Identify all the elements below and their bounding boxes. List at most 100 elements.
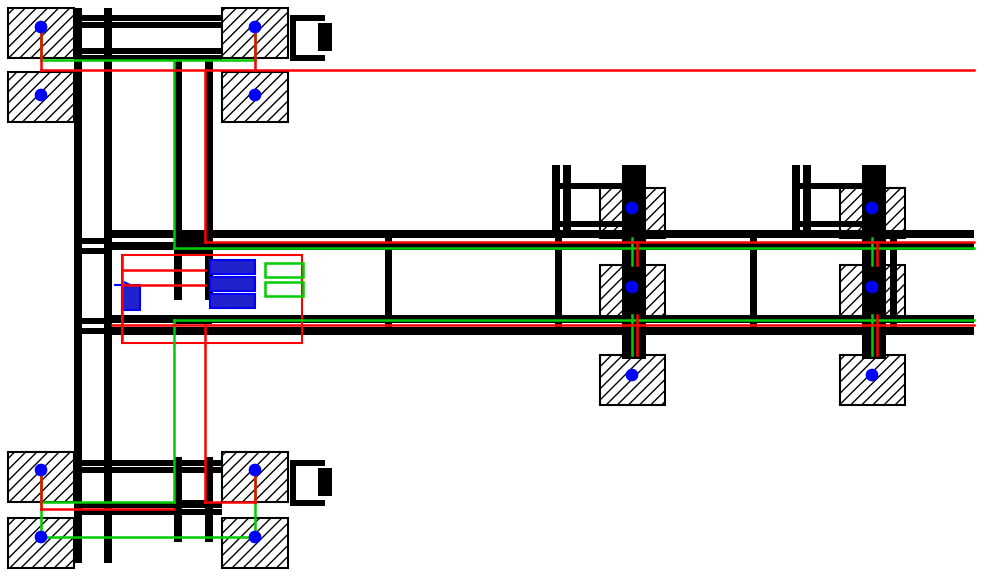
Bar — [222, 8, 288, 58]
Bar — [791, 221, 869, 227]
Bar — [74, 238, 111, 244]
Bar — [74, 22, 222, 28]
Bar — [174, 328, 212, 334]
Bar — [562, 165, 571, 237]
Bar — [749, 230, 756, 335]
Bar — [104, 8, 111, 563]
Bar — [264, 263, 303, 277]
Bar — [222, 72, 288, 122]
Bar — [222, 518, 288, 568]
Bar — [861, 327, 885, 359]
Bar — [290, 55, 324, 61]
Bar — [839, 265, 904, 317]
Circle shape — [249, 532, 260, 543]
Bar — [621, 238, 646, 333]
Bar — [551, 165, 559, 237]
Bar — [174, 248, 212, 254]
Bar — [205, 55, 213, 300]
Bar — [74, 460, 222, 466]
Bar — [861, 165, 885, 237]
Circle shape — [35, 22, 46, 32]
Circle shape — [626, 370, 637, 380]
Bar — [205, 457, 213, 542]
Bar — [290, 500, 324, 506]
Circle shape — [249, 465, 260, 475]
Bar — [74, 8, 82, 563]
Bar — [8, 452, 74, 502]
Bar — [803, 165, 810, 237]
Circle shape — [35, 90, 46, 101]
Bar — [599, 355, 665, 405]
Bar — [111, 327, 973, 335]
Bar — [122, 285, 140, 310]
Bar — [74, 318, 111, 324]
Bar — [74, 328, 111, 334]
Circle shape — [866, 370, 877, 380]
Bar — [210, 277, 254, 291]
Circle shape — [866, 281, 877, 292]
Circle shape — [249, 90, 260, 101]
Bar — [174, 238, 212, 244]
Bar — [264, 282, 303, 296]
Bar — [74, 15, 222, 21]
Bar — [551, 221, 629, 227]
Bar — [8, 8, 74, 58]
Bar — [210, 260, 254, 274]
Bar — [290, 460, 324, 466]
Bar — [839, 188, 904, 238]
Bar — [554, 230, 561, 335]
Circle shape — [626, 203, 637, 213]
Circle shape — [35, 465, 46, 475]
Bar — [551, 183, 629, 189]
Bar — [74, 502, 222, 508]
Circle shape — [249, 22, 260, 32]
Circle shape — [866, 281, 877, 292]
Circle shape — [35, 465, 46, 475]
Bar — [385, 230, 391, 335]
Bar — [599, 265, 665, 317]
Circle shape — [249, 532, 260, 543]
Bar — [889, 230, 896, 335]
Bar — [290, 460, 296, 506]
Bar — [290, 15, 296, 61]
Bar — [74, 248, 111, 254]
Circle shape — [35, 532, 46, 543]
Bar — [317, 468, 331, 496]
Circle shape — [866, 203, 877, 213]
Bar — [8, 72, 74, 122]
Circle shape — [866, 203, 877, 213]
Circle shape — [249, 90, 260, 101]
Bar — [599, 188, 665, 238]
Bar — [222, 452, 288, 502]
Bar — [839, 355, 904, 405]
Circle shape — [626, 203, 637, 213]
Bar — [290, 15, 324, 21]
Circle shape — [626, 370, 637, 380]
Bar — [8, 518, 74, 568]
Bar — [122, 255, 302, 343]
Circle shape — [35, 22, 46, 32]
Bar — [174, 457, 181, 542]
Bar — [317, 23, 331, 51]
Circle shape — [866, 370, 877, 380]
Circle shape — [35, 90, 46, 101]
Circle shape — [35, 532, 46, 543]
Bar — [174, 460, 212, 466]
Bar — [174, 55, 181, 300]
Circle shape — [249, 22, 260, 32]
Bar — [791, 183, 869, 189]
Bar — [174, 318, 212, 324]
Bar — [111, 242, 973, 250]
Bar — [791, 165, 800, 237]
Bar — [621, 327, 646, 359]
Bar — [74, 55, 222, 61]
Bar — [74, 467, 222, 473]
Bar — [74, 48, 222, 54]
Bar — [174, 500, 212, 506]
Bar — [111, 230, 973, 238]
Bar — [861, 238, 885, 333]
Bar — [74, 509, 222, 515]
Circle shape — [626, 281, 637, 292]
Bar — [621, 165, 646, 237]
Bar — [210, 294, 254, 308]
